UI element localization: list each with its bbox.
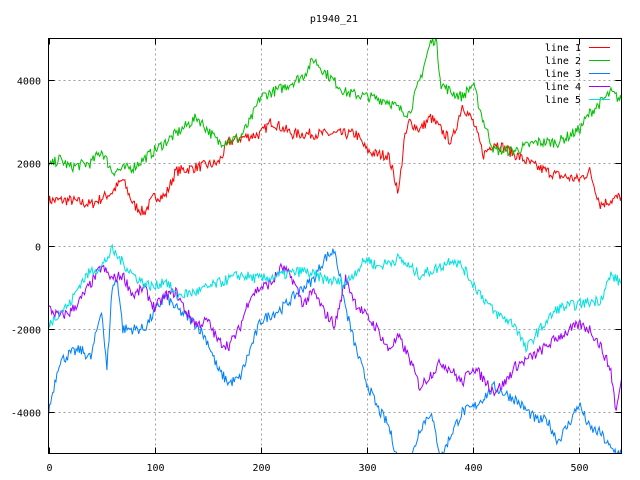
series-line-5 — [48, 243, 622, 354]
series-lines — [48, 38, 622, 454]
x-tick-label: 100 — [146, 463, 164, 474]
x-tick-label: 400 — [464, 463, 482, 474]
x-tick-label: 500 — [570, 463, 588, 474]
y-tick-label: 2000 — [17, 160, 41, 171]
x-tick-label: 200 — [252, 463, 270, 474]
y-tick-label: 0 — [35, 243, 41, 254]
series-line-2 — [48, 38, 622, 177]
chart-title: p1940_21 — [310, 14, 358, 25]
y-tick-label: -2000 — [11, 326, 41, 337]
series-line-1 — [48, 104, 622, 217]
axis-ticks: 0 100 200 300 400 500 -4000 -2000 0 2000 4000 — [11, 38, 622, 474]
y-tick-label: 4000 — [17, 77, 41, 88]
grid — [48, 38, 622, 454]
y-tick-label: -4000 — [11, 409, 41, 420]
legend: line 1 line 2 line 3 line 4 line 5 — [545, 43, 610, 106]
x-tick-label: 0 — [46, 463, 52, 474]
series-line-3 — [48, 248, 622, 454]
series-line-4 — [48, 262, 622, 411]
legend-label: line 2 — [545, 56, 581, 67]
legend-label: line 5 — [545, 95, 581, 106]
legend-label: line 4 — [545, 82, 581, 93]
legend-label: line 1 — [545, 43, 581, 54]
legend-label: line 3 — [545, 69, 581, 80]
x-tick-label: 300 — [358, 463, 376, 474]
